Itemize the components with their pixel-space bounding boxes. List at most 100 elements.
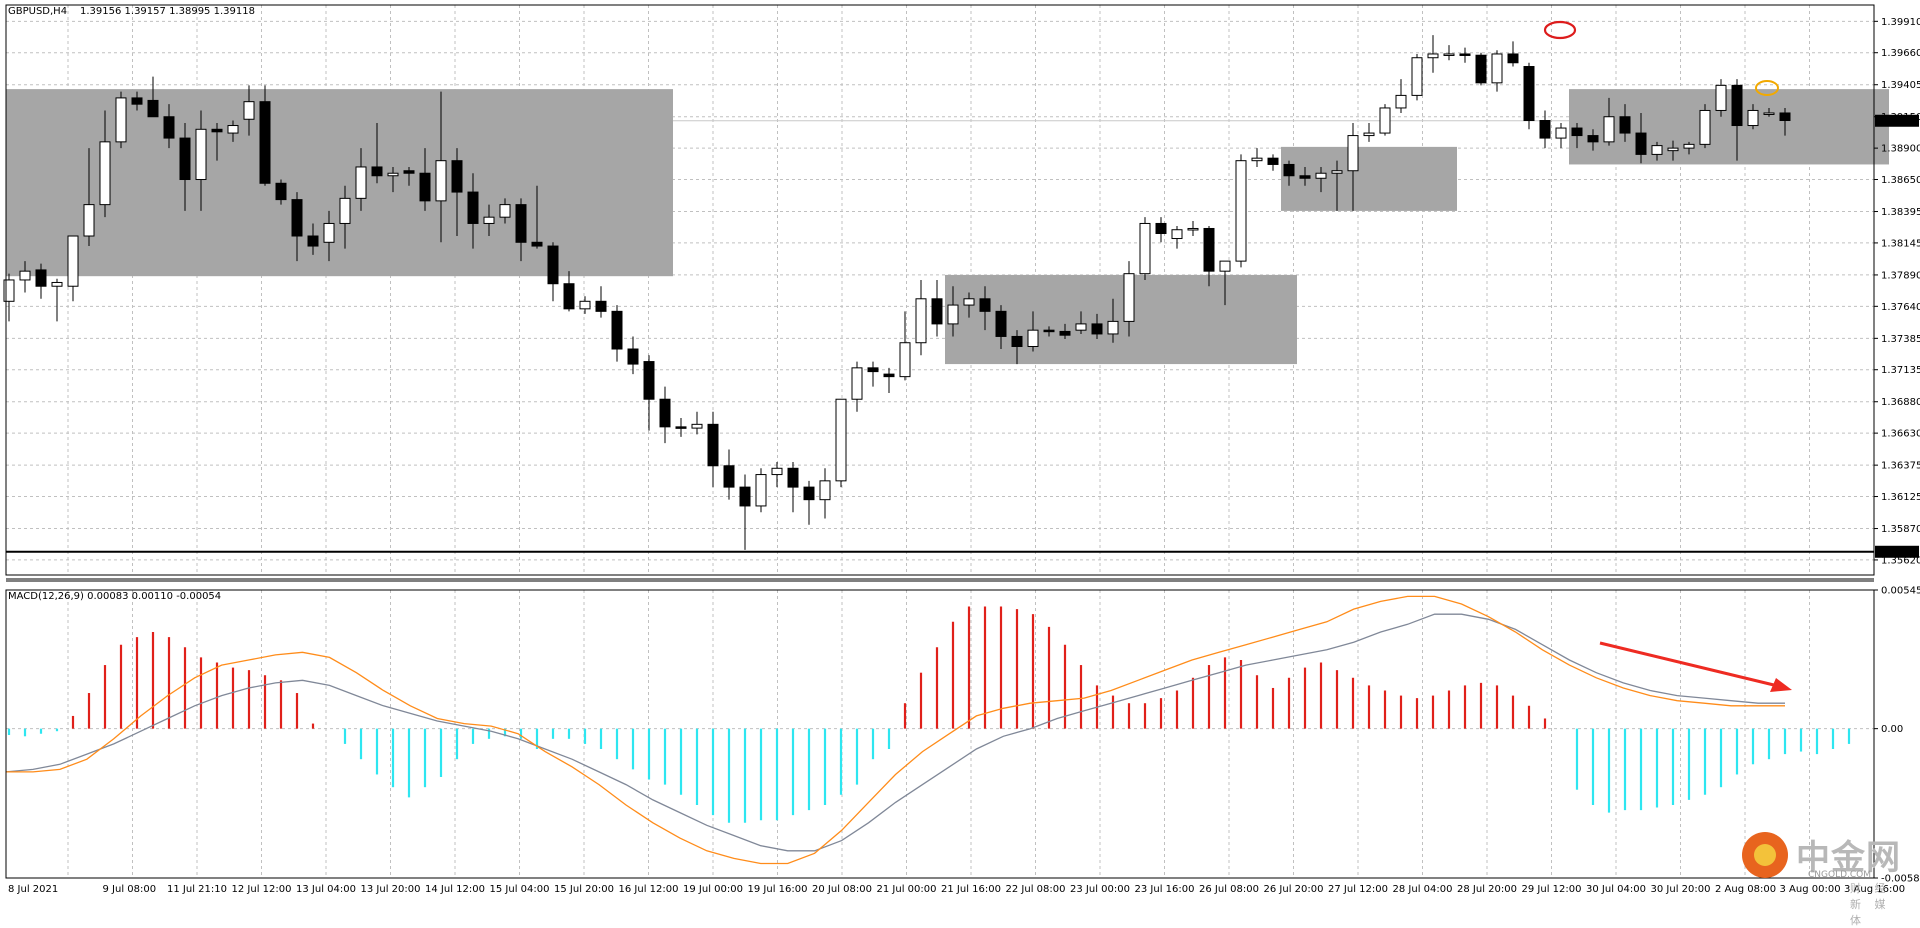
candle: [1155, 217, 1167, 243]
time-axis-label: 9 Jul 08:00: [103, 884, 157, 895]
candle: [787, 462, 799, 513]
price-axis-label: 1.38650: [1881, 175, 1920, 186]
candle: [371, 123, 383, 184]
candle-body: [531, 241, 543, 247]
candle-body: [1139, 222, 1151, 275]
candle: [1507, 41, 1519, 67]
price-axis-label: 1.36125: [1881, 492, 1920, 503]
candle-body: [963, 298, 975, 306]
candle: [1443, 45, 1455, 61]
candle-body: [1187, 227, 1199, 231]
candle: [739, 474, 751, 550]
candle-body: [563, 283, 575, 310]
candle-body: [1683, 143, 1695, 149]
candle: [515, 198, 527, 262]
candle: [531, 185, 543, 249]
time-axis-label: 30 Jul 04:00: [1586, 884, 1646, 895]
price-panel-frame: [5, 4, 1875, 576]
candle: [1299, 166, 1311, 186]
first-top-marker: [1543, 20, 1577, 40]
candle: [995, 305, 1007, 350]
time-axis-label: 29 Jul 12:00: [1522, 884, 1582, 895]
candle-body: [1219, 260, 1231, 272]
price-axis-label: 1.37135: [1881, 365, 1920, 376]
candle: [1011, 330, 1023, 365]
candle-body: [419, 172, 431, 202]
candle: [467, 173, 479, 249]
candle: [19, 261, 31, 293]
candle: [1059, 323, 1071, 339]
macd-panel: [5, 595, 1851, 865]
annotations: [1543, 20, 1792, 692]
candle-body: [1667, 147, 1679, 152]
macd-axis-label: -0.00587: [1881, 874, 1920, 885]
candle: [1171, 225, 1183, 249]
candle: [563, 271, 575, 312]
candle-body: [291, 199, 303, 237]
candle: [259, 85, 271, 186]
candle: [819, 468, 831, 519]
candle: [1187, 220, 1199, 237]
candle-body: [1587, 135, 1599, 143]
watermark: 中金网 CNGOLD.COM 财 经 新 媒 体: [1742, 828, 1912, 927]
candle-body: [1123, 273, 1135, 322]
price-axis-label: 1.39910: [1881, 17, 1920, 28]
candle-body: [1251, 157, 1263, 162]
candle: [419, 148, 431, 211]
time-axis-label: 21 Jul 16:00: [941, 884, 1001, 895]
candle: [3, 273, 15, 322]
candle: [1747, 104, 1759, 130]
candle-body: [467, 191, 479, 224]
candle: [1571, 123, 1583, 149]
candle-body: [211, 128, 223, 133]
macd-main-line: [6, 595, 1785, 865]
candle-body: [355, 166, 367, 199]
candle: [67, 235, 79, 302]
candle-body: [499, 204, 511, 218]
candle: [1043, 326, 1055, 337]
candle-body: [755, 474, 767, 507]
candle: [979, 286, 991, 331]
candle-body: [1347, 135, 1359, 172]
candle-body: [67, 235, 79, 287]
candle: [99, 110, 111, 218]
time-axis-label: 15 Jul 20:00: [554, 884, 614, 895]
time-axis-label: 21 Jul 00:00: [877, 884, 937, 895]
candle-body: [835, 398, 847, 482]
time-axis-label: 2 Aug 08:00: [1715, 884, 1776, 895]
candle: [51, 278, 63, 322]
divergence-arrow-shaft: [1599, 641, 1779, 688]
candle-body: [99, 141, 111, 206]
candle-body: [1171, 229, 1183, 240]
axes: 1.399101.396601.394051.391501.389001.386…: [5, 4, 1920, 895]
candle-body: [1763, 112, 1775, 115]
candle: [611, 305, 623, 362]
consolidation-zone: [1569, 89, 1889, 165]
time-axis-label: 13 Jul 04:00: [296, 884, 356, 895]
candle-body: [931, 298, 943, 325]
time-axis-label: 19 Jul 00:00: [683, 884, 743, 895]
candle: [1219, 260, 1231, 306]
candle-body: [995, 310, 1007, 337]
candle-body: [1539, 120, 1551, 139]
candle: [1475, 52, 1487, 86]
candle: [675, 418, 687, 437]
candle: [211, 123, 223, 161]
time-axis-label: 16 Jul 12:00: [619, 884, 679, 895]
candle-body: [1299, 175, 1311, 179]
candle: [1523, 62, 1535, 130]
candle: [1715, 79, 1727, 117]
candle-body: [867, 367, 879, 373]
candle: [1107, 298, 1119, 343]
candle: [771, 462, 783, 488]
candle: [643, 355, 655, 431]
candle: [1539, 110, 1551, 149]
candle-body: [643, 361, 655, 400]
candle: [1635, 112, 1647, 164]
price-chart[interactable]: 1.399101.396601.394051.391501.389001.386…: [0, 0, 1920, 900]
candle-body: [483, 216, 495, 224]
candle-body: [723, 465, 735, 488]
candle-body: [35, 269, 47, 287]
candle: [547, 242, 559, 302]
candle-body: [19, 270, 31, 281]
